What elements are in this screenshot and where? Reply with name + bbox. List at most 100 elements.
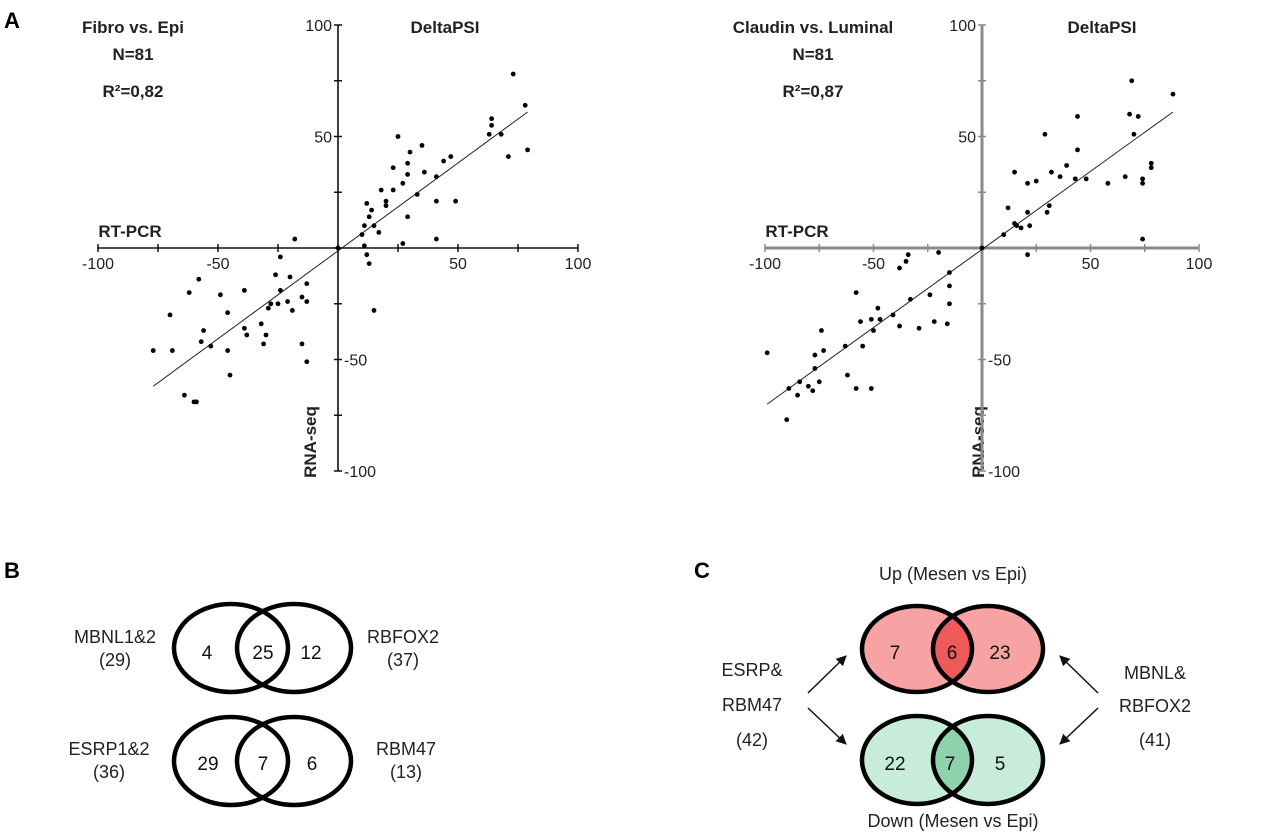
regression-line	[766, 111, 1174, 405]
count-right-only: 12	[300, 643, 321, 664]
data-point	[786, 386, 792, 391]
data-point	[407, 149, 413, 155]
data-point	[868, 316, 874, 322]
down-title: Down (Mesen vs Epi)	[867, 811, 1038, 831]
data-point	[916, 325, 922, 331]
data-point	[170, 348, 175, 353]
data-point	[1014, 223, 1020, 229]
data-point	[434, 198, 439, 204]
count-overlap: 7	[945, 754, 956, 775]
data-point	[261, 341, 266, 347]
count-overlap: 7	[258, 754, 269, 775]
data-point	[194, 399, 199, 405]
data-point	[907, 296, 913, 302]
venn-circle-left	[171, 601, 291, 695]
data-point	[1025, 209, 1030, 215]
data-point	[1025, 252, 1030, 258]
r2-label: R²=0,87	[783, 82, 844, 101]
data-point	[275, 301, 281, 307]
data-point	[1075, 147, 1080, 153]
r2-label: R²=0,82	[103, 82, 164, 101]
data-point	[335, 245, 341, 251]
data-point	[510, 71, 516, 77]
data-point	[1025, 180, 1030, 186]
scatter-plot-claudin-vs-luminal: Claudin vs. Luminal N=81 R²=0,87 DeltaPS…	[733, 18, 1213, 481]
data-point	[405, 160, 410, 166]
right-group-label-1: MBNL&	[1124, 663, 1186, 683]
scatter-plot-fibro-vs-epi: Fibro vs. Epi N=81 R²=0,82 DeltaPSI RT-P…	[82, 18, 591, 481]
data-point	[299, 341, 305, 347]
data-point	[405, 172, 410, 177]
data-point	[371, 223, 377, 229]
data-point	[784, 417, 790, 423]
data-point	[376, 229, 382, 235]
data-point	[1046, 203, 1052, 209]
y-tick-label: -100	[344, 464, 376, 481]
data-point	[486, 131, 492, 137]
data-point	[1012, 169, 1017, 175]
data-point	[868, 386, 874, 391]
plot-title: Claudin vs. Luminal	[733, 18, 894, 37]
set-label-right: RBFOX2	[367, 627, 439, 647]
data-point	[225, 348, 231, 353]
data-point	[506, 154, 511, 159]
data-point	[853, 290, 859, 295]
data-point	[498, 131, 504, 137]
data-point	[1075, 114, 1080, 119]
data-point	[390, 165, 396, 171]
venn-circle-right	[234, 714, 354, 808]
data-point	[1064, 163, 1070, 168]
data-point	[242, 325, 247, 331]
x-tick-label: -100	[749, 256, 781, 273]
data-point	[434, 236, 439, 242]
venn-c-down: 22 7 5	[859, 713, 1046, 807]
x-tick-label: 100	[565, 256, 592, 273]
right-group-label-2: RBFOX2	[1119, 696, 1191, 716]
data-point	[1027, 223, 1033, 229]
data-point	[208, 343, 214, 349]
data-point	[897, 323, 902, 329]
data-point	[1005, 205, 1011, 211]
venn-c: Up (Mesen vs Epi) Down (Mesen vs Epi) 7 …	[721, 564, 1191, 831]
data-point	[877, 316, 883, 322]
venn-circle-left	[171, 714, 291, 808]
data-point	[522, 102, 528, 108]
data-point	[364, 252, 370, 258]
data-point	[1049, 169, 1054, 175]
count-overlap: 6	[947, 643, 958, 664]
data-point	[285, 299, 290, 304]
panel-label-b: B	[4, 558, 20, 583]
plot-title: Fibro vs. Epi	[82, 18, 184, 37]
up-title: Up (Mesen vs Epi)	[879, 564, 1027, 584]
data-point	[419, 143, 425, 148]
data-point	[931, 319, 937, 324]
data-point	[1127, 111, 1132, 117]
data-point	[244, 332, 250, 338]
data-point	[1131, 131, 1137, 137]
count-left-only: 4	[202, 643, 213, 664]
data-point	[812, 352, 818, 358]
data-point	[359, 232, 365, 238]
data-point	[364, 201, 370, 206]
corner-label: DeltaPSI	[411, 18, 480, 37]
y-tick-label: -50	[988, 353, 1011, 370]
arrow-left-up	[807, 655, 847, 694]
data-point	[897, 265, 902, 271]
data-point	[366, 214, 372, 220]
data-point	[369, 207, 374, 213]
data-point	[845, 372, 850, 378]
y-tick-label: 100	[305, 18, 332, 35]
data-point	[405, 214, 410, 220]
set-total-left: (36)	[93, 762, 125, 782]
data-point	[186, 290, 192, 295]
data-point	[947, 283, 952, 289]
data-point	[304, 281, 310, 287]
data-point	[858, 319, 863, 324]
data-point	[947, 270, 952, 275]
data-point	[842, 343, 848, 349]
data-point	[1083, 176, 1089, 182]
arrow-left-down	[807, 707, 847, 745]
data-point	[278, 287, 283, 293]
venn-c-up: 7 6 23	[859, 603, 1046, 695]
panel-label-a: A	[4, 8, 20, 33]
